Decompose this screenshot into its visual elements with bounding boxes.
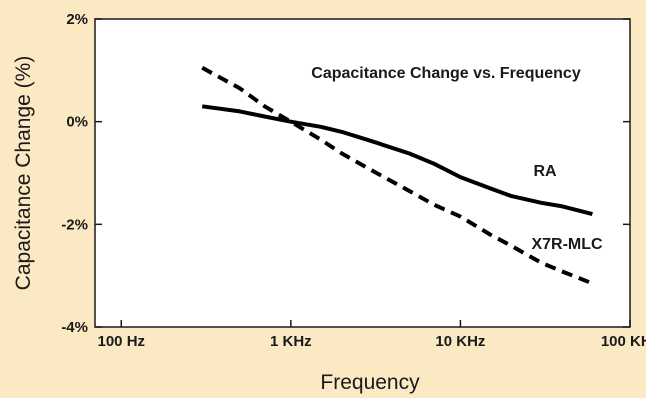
y-axis-ticks: 2% 0% -2% -4% (61, 11, 630, 336)
chart-title: Capacitance Change vs. Frequency (311, 65, 581, 82)
x-axis-title: Frequency (320, 371, 420, 394)
x-axis-ticks: 100 Hz 1 KHz 10 KHz 100 KHz (98, 320, 646, 350)
x-tick-label: 100 Hz (98, 333, 146, 350)
y-tick-label: -2% (61, 216, 88, 233)
x-tick-label: 10 KHz (435, 333, 485, 350)
x-tick-label: 1 KHz (270, 333, 312, 350)
y-tick-label: -4% (61, 319, 88, 336)
series-line-x7r-mlc (201, 66, 594, 286)
y-axis-title: Capacitance Change (%) (12, 56, 35, 291)
series-label-ra: RA (533, 163, 557, 180)
plot-area (94, 18, 631, 328)
x-tick-label: 100 KHz (601, 333, 646, 350)
series-line-ra (201, 104, 593, 217)
series-lines (201, 66, 594, 286)
series-label-x7r-mlc: X7R-MLC (531, 236, 603, 253)
y-tick-label: 2% (66, 11, 88, 28)
y-tick-label: 0% (66, 114, 88, 131)
